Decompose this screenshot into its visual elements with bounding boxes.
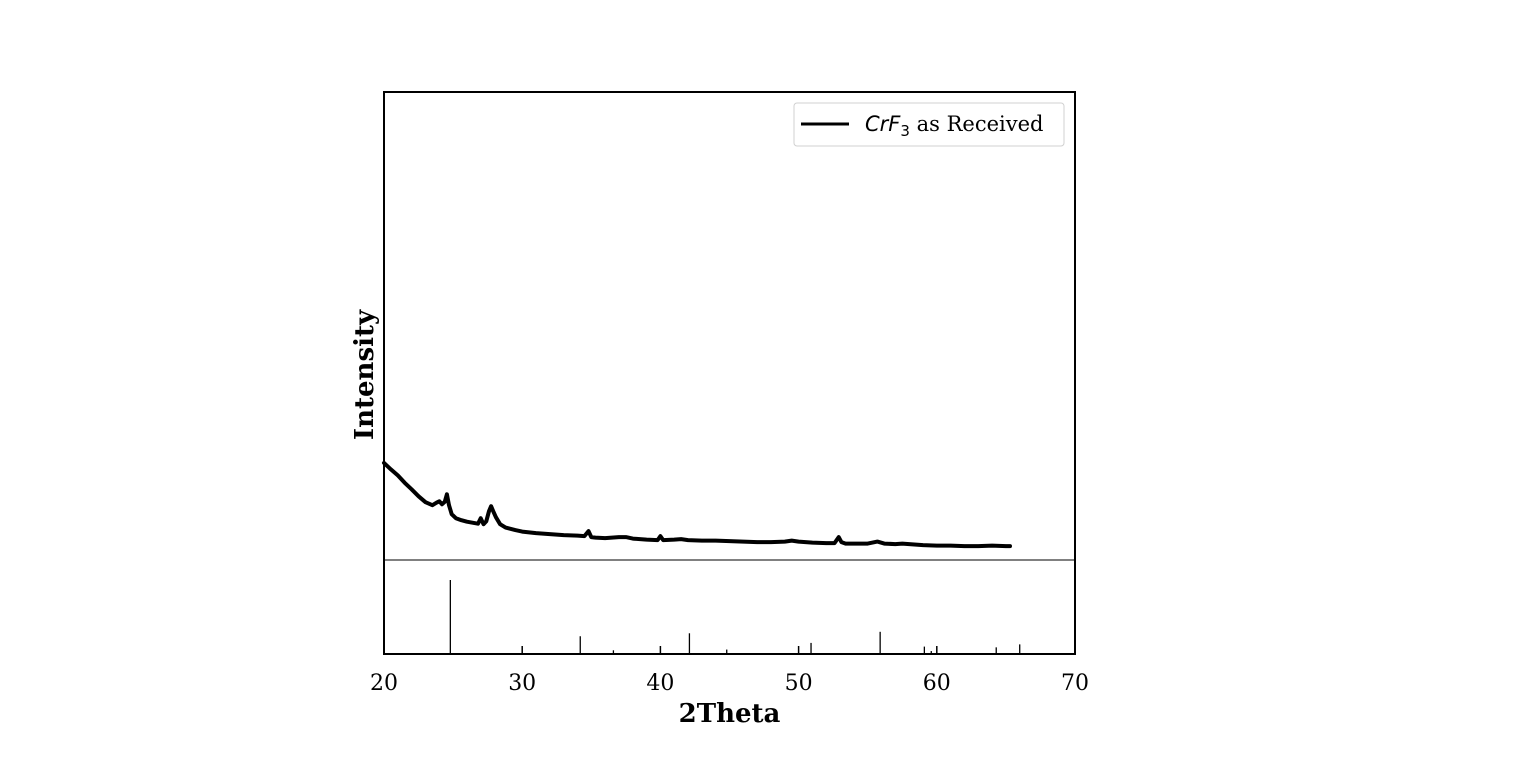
x-tick-label: 40 <box>646 671 674 696</box>
legend-label-sub: 3 <box>900 122 910 140</box>
legend: CrF3 as Received <box>793 102 1065 147</box>
legend-box <box>793 102 1065 147</box>
legend-label: CrF3 as Received <box>865 112 1043 140</box>
reference-sticks <box>449 580 1021 654</box>
x-tick-label: 50 <box>785 671 813 696</box>
x-tick-label: 20 <box>370 671 398 696</box>
plot-frame <box>383 91 1076 655</box>
x-tick-label: 70 <box>1061 671 1089 696</box>
plot-area <box>382 91 1076 655</box>
x-tick-label: 30 <box>508 671 536 696</box>
legend-label-main: CrF <box>865 112 901 136</box>
y-axis-title: Intensity <box>350 309 380 440</box>
legend-label-tail: as Received <box>910 112 1044 136</box>
x-tick-label: 60 <box>923 671 951 696</box>
series-line <box>382 460 1012 549</box>
series-layer <box>382 460 1012 549</box>
x-axis-ticks: 20 30 40 50 60 70 <box>370 646 1089 696</box>
x-axis-title: 2Theta <box>679 699 781 729</box>
